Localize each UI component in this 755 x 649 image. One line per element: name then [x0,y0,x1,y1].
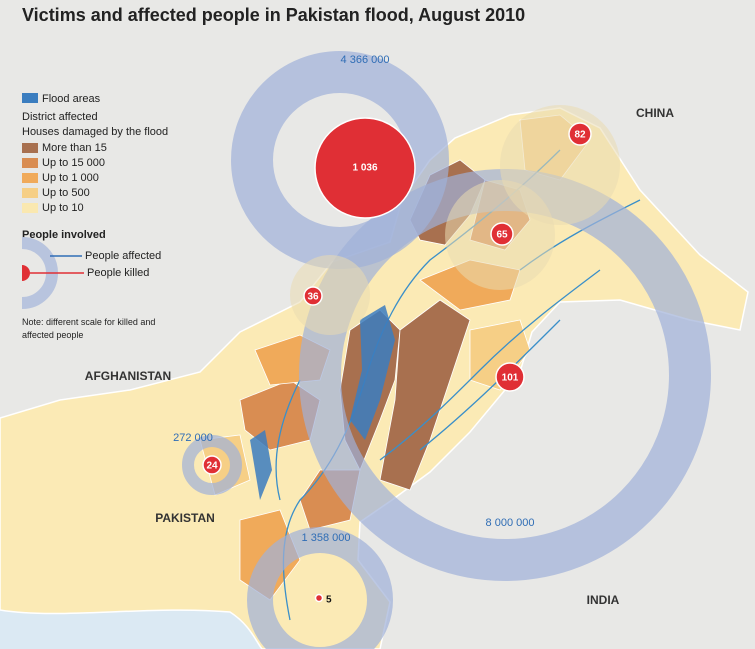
country-label: AFGHANISTAN [85,369,171,383]
killed-circle [314,117,416,219]
killed-circle [303,286,323,306]
affected-ring [182,435,242,495]
legend-label: Up to 10 [42,202,84,214]
killed-label: 65 [496,230,508,241]
country-label: INDIA [587,593,620,607]
legend-dot [22,265,30,281]
river [275,379,301,501]
killed-circle [490,222,514,246]
legend-label: More than 15 [42,142,107,154]
legend-swatch [22,158,38,168]
legend-label: Flood areas [42,93,101,105]
legend-heading: District affected [22,111,98,123]
title: Victims and affected people in Pakistan … [22,5,525,25]
legend-label: Up to 500 [42,187,90,199]
legend-note-box: Note: different scale for killed and aff… [22,317,156,340]
legend-swatch [22,188,38,198]
killed-label: 82 [574,130,586,141]
river [419,319,561,451]
affected-label: 8 000 000 [486,517,535,529]
affected-halo [290,255,370,335]
legend-swatch [22,203,38,213]
legend-heading: People involved [22,229,106,241]
country-label: CHINA [636,106,674,120]
legend: Flood areas District affected Houses dam… [21,93,168,340]
killed-circle [314,593,324,603]
affected-label: 272 000 [173,432,213,444]
affected-label: 1 358 000 [302,532,351,544]
affected-ring [247,527,393,649]
killed-label: 36 [307,292,319,303]
killed-label: 24 [206,461,218,472]
sea [0,610,262,649]
legend-swatch [22,93,38,103]
killed-label: 101 [502,373,519,384]
legend-label: Up to 1 000 [42,172,99,184]
country-label: PAKISTAN [155,511,215,525]
legend-note: Note: different scale for killed and aff… [22,317,156,340]
legend-subheading: Houses damaged by the flood [22,126,168,138]
legend-label: Up to 15 000 [42,157,105,169]
killed-circle [495,362,525,392]
legend-swatch [22,143,38,153]
flood-area [250,430,272,500]
flood-area [350,305,395,440]
affected-ring [231,51,449,269]
legend-swatch [22,173,38,183]
river [379,269,601,461]
killed-circle [568,122,592,146]
killed-circle [202,455,222,475]
legend-label: People killed [87,267,149,279]
affected-label: 4 366 000 [341,54,390,66]
killed-label: 1 036 [352,163,377,174]
killed-label: 5 [326,595,332,606]
legend-label: People affected [85,250,161,262]
